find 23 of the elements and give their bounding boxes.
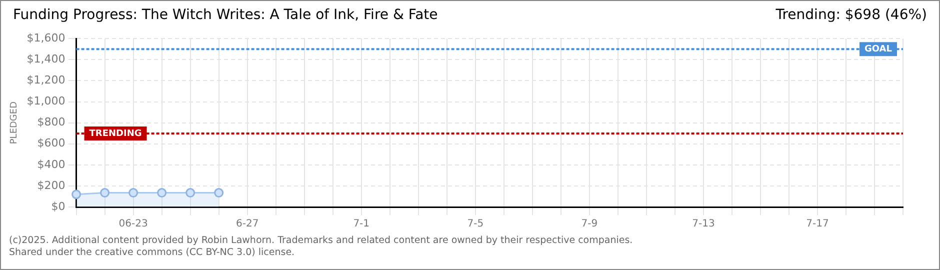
ref-line-label: TRENDING: [89, 128, 142, 139]
y-tick-label: $0: [51, 200, 66, 213]
chart-title: Funding Progress: The Witch Writes: A Tale of Ink, Fire & Fate: [13, 7, 438, 25]
chart-subtitle: Trending: $698 (46%): [776, 7, 927, 25]
x-tick-label: 7-1: [353, 218, 370, 230]
y-tick-label: $200: [37, 178, 66, 192]
x-tick-label: 6-27: [236, 218, 259, 230]
y-tick-label: $1,400: [26, 52, 66, 66]
ref-line-label: GOAL: [864, 44, 892, 54]
y-tick-label: $1,600: [26, 31, 66, 44]
x-tick-label: 06-23: [118, 218, 148, 230]
y-tick-label: $800: [37, 116, 66, 129]
x-tick-label: 7-17: [806, 218, 829, 230]
text: Shared under the creative commons (CC BY-NC 3.0) license.: [9, 247, 296, 259]
x-tick-label: 7-5: [467, 218, 484, 230]
x-tick-label: 7-13: [692, 218, 715, 230]
y-tick-label: $1,200: [26, 74, 66, 87]
y-axis-title: PLEDGED: [10, 101, 20, 144]
y-tick-label: $400: [37, 158, 66, 171]
x-tick-label: 7-9: [581, 218, 598, 230]
y-tick-label: $600: [37, 136, 66, 150]
text: (c)2025. Additional content provided by Robin Lawhorn. Trademarks and related content are owned by their respective companies.: [9, 235, 634, 247]
y-tick-label: $1,000: [26, 94, 66, 108]
